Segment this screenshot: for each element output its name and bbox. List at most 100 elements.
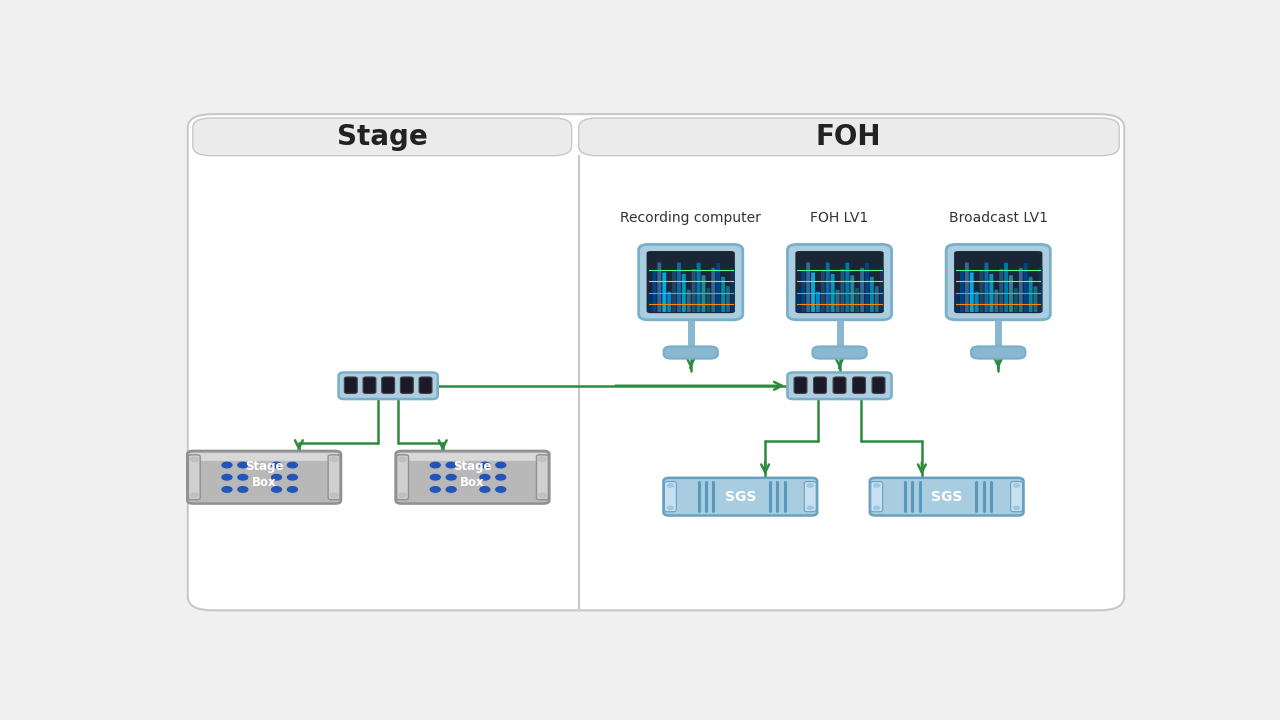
- FancyBboxPatch shape: [682, 274, 686, 312]
- FancyBboxPatch shape: [814, 377, 827, 393]
- FancyBboxPatch shape: [664, 482, 676, 512]
- FancyBboxPatch shape: [965, 262, 969, 312]
- FancyBboxPatch shape: [954, 251, 1042, 313]
- FancyBboxPatch shape: [979, 270, 983, 312]
- FancyBboxPatch shape: [707, 288, 710, 312]
- Circle shape: [495, 474, 506, 480]
- FancyBboxPatch shape: [381, 377, 394, 393]
- Circle shape: [480, 474, 490, 480]
- FancyBboxPatch shape: [717, 263, 721, 312]
- Circle shape: [288, 474, 297, 480]
- FancyBboxPatch shape: [813, 346, 867, 359]
- FancyBboxPatch shape: [972, 346, 1025, 359]
- Circle shape: [447, 487, 456, 492]
- Circle shape: [238, 462, 248, 468]
- FancyBboxPatch shape: [984, 263, 988, 312]
- FancyBboxPatch shape: [874, 287, 879, 312]
- Circle shape: [221, 474, 232, 480]
- Circle shape: [495, 462, 506, 468]
- FancyBboxPatch shape: [801, 271, 805, 312]
- FancyBboxPatch shape: [653, 271, 657, 312]
- FancyBboxPatch shape: [806, 262, 810, 312]
- FancyBboxPatch shape: [721, 276, 724, 312]
- FancyBboxPatch shape: [691, 269, 695, 312]
- Circle shape: [480, 462, 490, 468]
- FancyBboxPatch shape: [187, 451, 340, 503]
- Circle shape: [808, 506, 813, 510]
- FancyBboxPatch shape: [870, 482, 883, 512]
- FancyBboxPatch shape: [794, 377, 806, 393]
- FancyBboxPatch shape: [815, 292, 820, 312]
- Text: FOH: FOH: [815, 123, 881, 151]
- FancyBboxPatch shape: [796, 294, 800, 312]
- FancyBboxPatch shape: [787, 372, 892, 399]
- FancyBboxPatch shape: [1014, 288, 1018, 312]
- FancyBboxPatch shape: [860, 268, 864, 312]
- Circle shape: [430, 487, 440, 492]
- FancyBboxPatch shape: [536, 455, 548, 500]
- Text: Recording computer: Recording computer: [621, 211, 762, 225]
- Circle shape: [667, 484, 673, 487]
- FancyBboxPatch shape: [639, 244, 742, 320]
- FancyBboxPatch shape: [865, 263, 869, 312]
- Circle shape: [330, 457, 338, 462]
- Circle shape: [447, 462, 456, 468]
- FancyBboxPatch shape: [870, 276, 874, 312]
- FancyBboxPatch shape: [687, 289, 691, 312]
- FancyBboxPatch shape: [667, 292, 671, 312]
- FancyBboxPatch shape: [401, 377, 413, 393]
- FancyBboxPatch shape: [820, 270, 824, 312]
- FancyBboxPatch shape: [795, 251, 883, 313]
- FancyBboxPatch shape: [397, 455, 408, 500]
- FancyBboxPatch shape: [188, 114, 1124, 611]
- FancyBboxPatch shape: [989, 274, 993, 312]
- FancyBboxPatch shape: [852, 377, 865, 393]
- Circle shape: [288, 487, 297, 492]
- FancyBboxPatch shape: [1004, 263, 1009, 312]
- FancyBboxPatch shape: [831, 274, 835, 312]
- FancyBboxPatch shape: [1011, 482, 1023, 512]
- FancyBboxPatch shape: [731, 266, 735, 312]
- Text: Stage: Stage: [337, 123, 428, 151]
- FancyBboxPatch shape: [1033, 287, 1038, 312]
- FancyBboxPatch shape: [1029, 276, 1033, 312]
- FancyBboxPatch shape: [836, 289, 840, 312]
- FancyBboxPatch shape: [826, 263, 829, 312]
- FancyBboxPatch shape: [663, 478, 817, 516]
- FancyBboxPatch shape: [787, 244, 892, 320]
- Circle shape: [271, 487, 282, 492]
- Circle shape: [271, 474, 282, 480]
- FancyBboxPatch shape: [855, 288, 859, 312]
- Text: SGS: SGS: [931, 490, 963, 504]
- Circle shape: [398, 493, 407, 498]
- FancyBboxPatch shape: [193, 118, 572, 156]
- FancyBboxPatch shape: [646, 251, 735, 313]
- Circle shape: [221, 487, 232, 492]
- Text: Broadcast LV1: Broadcast LV1: [948, 211, 1048, 225]
- FancyBboxPatch shape: [677, 263, 681, 312]
- Circle shape: [667, 506, 673, 510]
- FancyBboxPatch shape: [648, 294, 652, 312]
- Circle shape: [430, 462, 440, 468]
- Text: FOH LV1: FOH LV1: [810, 211, 869, 225]
- Circle shape: [221, 462, 232, 468]
- FancyBboxPatch shape: [833, 377, 846, 393]
- FancyBboxPatch shape: [579, 118, 1119, 156]
- Circle shape: [447, 474, 456, 480]
- Circle shape: [539, 493, 547, 498]
- Circle shape: [480, 487, 490, 492]
- FancyBboxPatch shape: [188, 455, 200, 500]
- FancyBboxPatch shape: [672, 270, 676, 312]
- Circle shape: [398, 457, 407, 462]
- Circle shape: [495, 487, 506, 492]
- FancyBboxPatch shape: [1009, 275, 1012, 312]
- FancyBboxPatch shape: [850, 275, 854, 312]
- FancyBboxPatch shape: [970, 272, 974, 312]
- FancyBboxPatch shape: [662, 272, 666, 312]
- Circle shape: [238, 474, 248, 480]
- FancyBboxPatch shape: [701, 275, 705, 312]
- FancyBboxPatch shape: [663, 346, 718, 359]
- Circle shape: [288, 462, 297, 468]
- FancyBboxPatch shape: [189, 453, 339, 461]
- FancyBboxPatch shape: [419, 377, 431, 393]
